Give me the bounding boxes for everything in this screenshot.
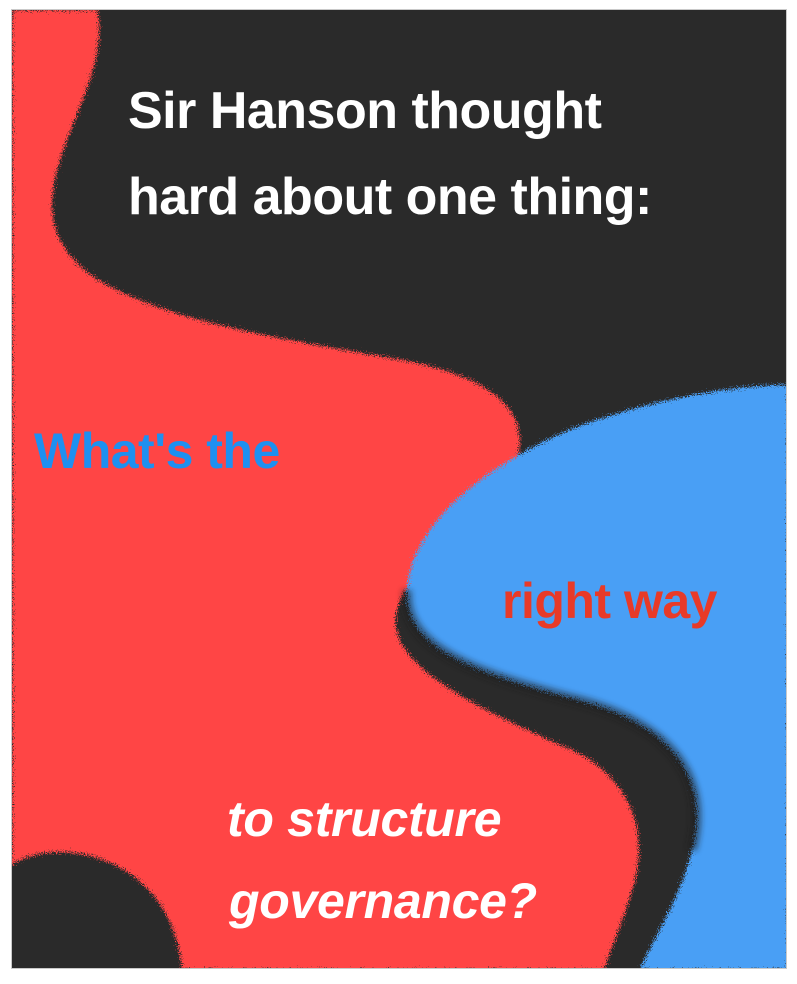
dark-edge-accent: [401, 589, 702, 852]
question-part-2: right way: [502, 573, 717, 629]
red-blob: [12, 10, 639, 968]
question-part-3: to structure governance?: [227, 778, 537, 942]
blue-blob: [406, 385, 786, 968]
headline: Sir Hanson thought hard about one thing:: [128, 68, 652, 240]
abstract-background: [12, 10, 786, 968]
poster: Sir Hanson thought hard about one thing:…: [11, 9, 787, 969]
question-part-1: What's the: [34, 423, 280, 479]
headline-line-1: Sir Hanson thought: [128, 82, 602, 140]
headline-line-2: hard about one thing:: [128, 168, 652, 226]
question-part-3-line-2: governance?: [229, 873, 537, 929]
question-part-3-line-1: to structure: [227, 791, 502, 847]
